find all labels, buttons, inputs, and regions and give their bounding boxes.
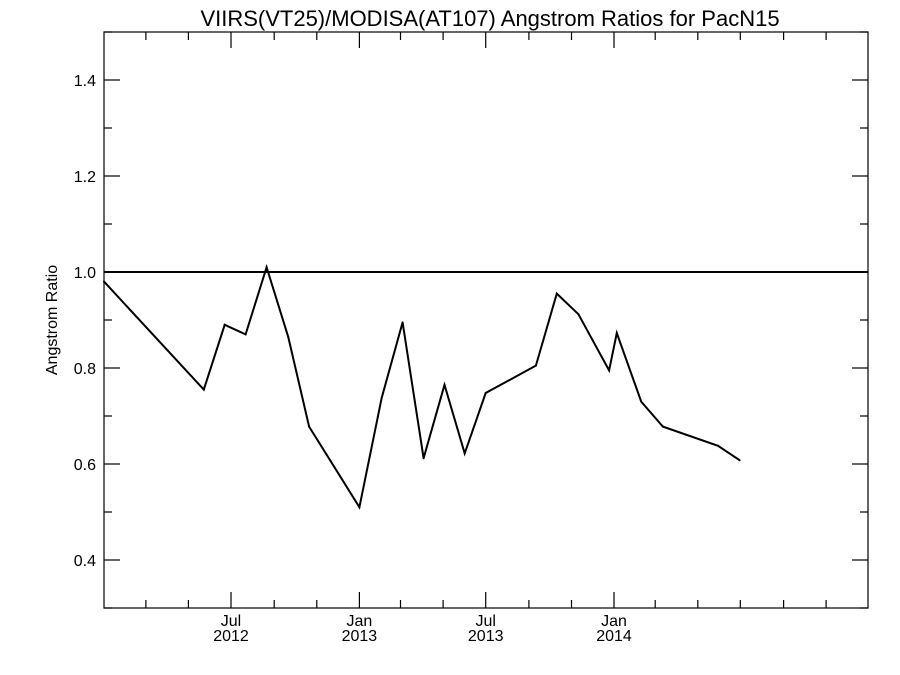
x-tick-label-year: 2013	[468, 628, 504, 645]
data-point	[202, 388, 205, 391]
x-tick-label-year: 2012	[213, 628, 249, 645]
data-point	[358, 506, 361, 509]
data-point	[287, 335, 290, 338]
y-tick-label: 0.4	[74, 553, 96, 570]
x-tick-label-year: 2014	[596, 628, 632, 645]
y-tick-label: 1.2	[74, 169, 96, 186]
y-tick-label: 1.0	[74, 265, 96, 282]
data-point	[640, 400, 643, 403]
data-point	[422, 457, 425, 460]
data-point	[103, 280, 105, 283]
data-point	[244, 333, 247, 336]
y-tick-label: 0.6	[74, 457, 96, 474]
data-point	[577, 313, 580, 316]
data-point	[717, 444, 719, 447]
series-line	[103, 263, 741, 510]
y-axis-label: Angstrom Ratio	[44, 265, 61, 375]
y-tick-label: 0.8	[74, 361, 96, 378]
data-point	[534, 364, 537, 367]
data-points	[103, 266, 741, 509]
data-point	[443, 383, 446, 386]
x-tick-label-month: Jan	[347, 613, 373, 630]
x-tick-label-month: Jan	[601, 613, 627, 630]
plot-frame	[103, 31, 869, 609]
data-point	[615, 332, 618, 334]
x-tick-label-year: 2013	[342, 628, 378, 645]
data-point	[265, 266, 268, 269]
data-point	[608, 369, 611, 372]
data-point	[484, 392, 487, 394]
data-point	[401, 321, 404, 324]
x-tick-label-month: Jul	[475, 613, 495, 630]
axis-ticks	[104, 31, 868, 609]
data-point	[463, 452, 466, 455]
y-tick-label: 1.4	[74, 73, 96, 90]
chart-title: VIIRS(VT25)/MODISA(AT107) Angstrom Ratio…	[200, 6, 779, 31]
data-point	[555, 292, 558, 295]
data-point	[661, 425, 664, 428]
tick-labels: 0.40.60.81.01.21.4Jul2012Jan2013Jul2013J…	[74, 73, 632, 645]
data-point	[223, 323, 226, 326]
data-point	[308, 425, 311, 428]
data-point	[738, 459, 741, 462]
x-tick-label-month: Jul	[221, 613, 241, 630]
data-point	[380, 396, 383, 399]
